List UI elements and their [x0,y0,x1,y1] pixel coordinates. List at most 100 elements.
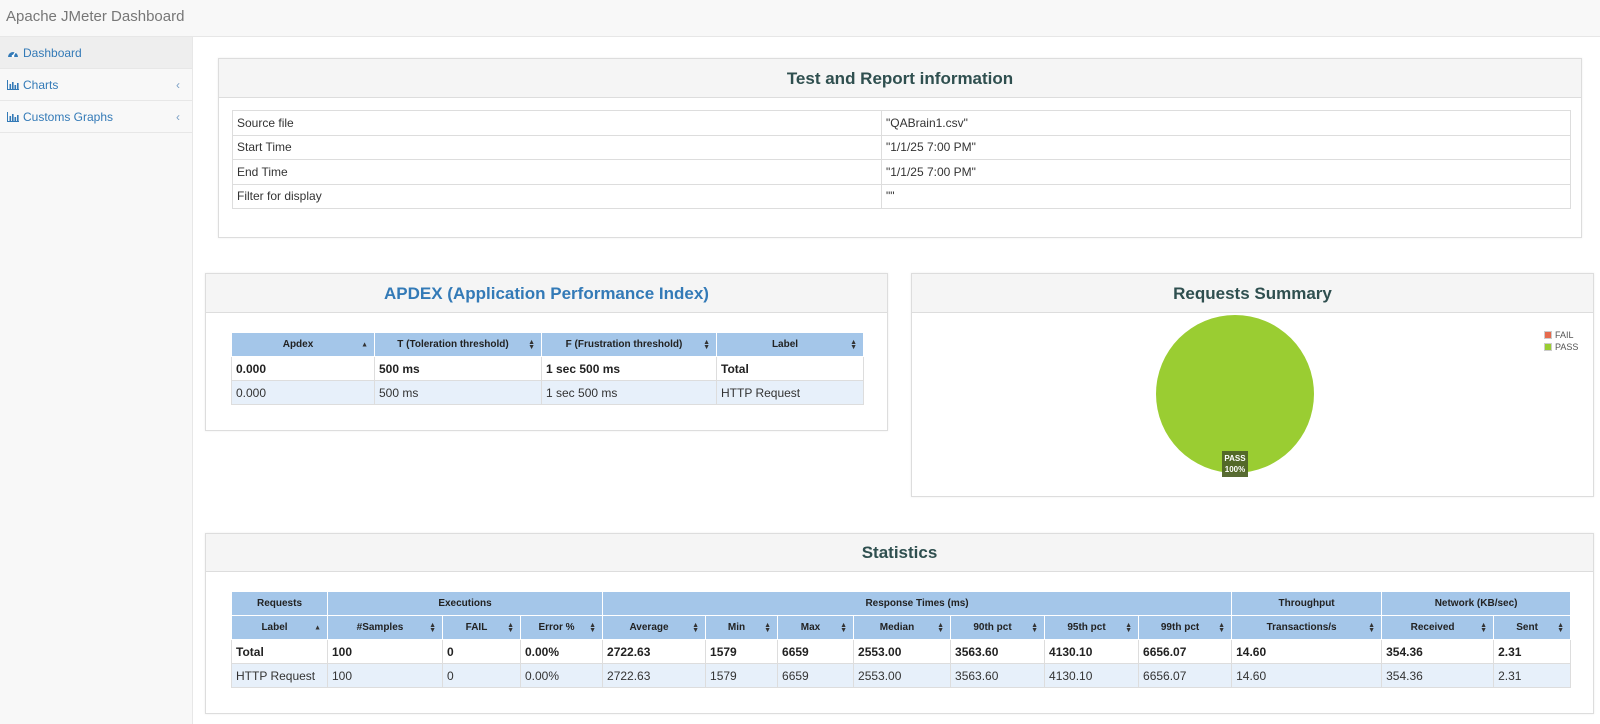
test-info-panel: Test and Report information Source file … [218,58,1582,238]
info-value: "" [881,183,1571,209]
column-header-transactions[interactable]: Transactions/s ▲ ▼ [1231,615,1383,640]
sidebar-item-charts[interactable]: Charts ‹ [0,69,192,101]
info-key: Source file [232,110,882,136]
sort-icon: ▲ ▼ [1218,621,1226,634]
table-cell: 354.36 [1381,639,1495,664]
apdex-title: APDEX (Application Performance Index) [206,274,887,313]
sort-icon: ▲ ▼ [937,621,945,634]
column-header-min[interactable]: Min ▲ ▼ [705,615,779,640]
sort-icon: ▲ ▼ [1480,621,1488,634]
table-cell: 0 [442,639,521,664]
bar-chart-icon [7,112,19,122]
column-header-received[interactable]: Received ▲ ▼ [1381,615,1495,640]
table-cell: 14.60 [1231,639,1383,664]
pie-slice-pass [1156,315,1314,473]
column-header-sent[interactable]: Sent ▲ ▼ [1493,615,1572,640]
sidebar-item-label: Customs Graphs [23,110,114,124]
table-cell: 2722.63 [602,639,707,664]
column-header-average[interactable]: Average ▲ ▼ [602,615,707,640]
table-cell: 6659 [777,663,855,688]
column-header-samples[interactable]: #Samples ▲ ▼ [327,615,443,640]
table-row: 0.000 500 ms 1 sec 500 ms Total [231,356,864,381]
table-row: HTTP Request 100 0 0.00% 2722.63 1579 66… [231,663,1572,688]
table-cell: 0.000 [231,380,375,405]
table-row: Start Time "1/1/25 7:00 PM" [232,134,1571,160]
sidebar-item-dashboard[interactable]: Dashboard [0,37,192,69]
table-row: Total 100 0 0.00% 2722.63 1579 6659 2553… [231,639,1572,664]
table-cell: 2553.00 [853,663,952,688]
info-key: End Time [232,159,882,185]
sort-icon: ▲ ▼ [528,338,535,351]
column-header-median[interactable]: Median ▲ ▼ [853,615,952,640]
pie-slice-label-bg [1222,451,1248,477]
statistics-title: Statistics [206,534,1593,572]
legend-label: PASS [1555,342,1579,352]
legend-swatch-fail [1544,331,1552,339]
group-header-requests: Requests [231,591,328,616]
table-cell: 0.000 [231,356,375,381]
sort-icon: ▲ ▼ [764,621,772,634]
sort-icon: ▲ ▼ [507,621,514,634]
table-cell: 3563.60 [950,639,1046,664]
group-header-response-times: Response Times (ms) [602,591,1233,616]
legend-swatch-pass [1544,343,1552,351]
column-header-max[interactable]: Max ▲ ▼ [777,615,855,640]
legend-item-fail[interactable]: FAIL [1544,329,1578,341]
column-header-99th-pct[interactable]: 99th pct ▲ ▼ [1138,615,1233,640]
table-row: End Time "1/1/25 7:00 PM" [232,159,1571,185]
sort-asc-icon: ▲ [314,624,321,631]
legend-item-pass[interactable]: PASS [1544,341,1578,353]
info-value: "QABrain1.csv" [881,110,1571,136]
pie-slice-label: PASS [1224,454,1246,463]
column-header-fail[interactable]: FAIL ▲ ▼ [442,615,521,640]
table-cell: 2.31 [1493,663,1572,688]
table-cell: 2553.00 [853,639,952,664]
column-header-error-pct[interactable]: Error % ▲ ▼ [519,615,604,640]
table-row: Filter for display "" [232,183,1571,209]
test-info-table: Source file "QABrain1.csv" Start Time "1… [232,110,1571,209]
column-header-apdex[interactable]: Apdex ▲ [231,332,375,357]
table-row: Source file "QABrain1.csv" [232,110,1571,136]
requests-pie-chart[interactable]: PASS 100% [912,313,1593,496]
sort-icon: ▲ ▼ [840,621,848,634]
column-header-label[interactable]: Label ▲ ▼ [716,332,864,357]
sidebar-item-customs-graphs[interactable]: Customs Graphs ‹ [0,101,192,133]
table-cell: 1 sec 500 ms [541,380,717,405]
table-cell: 1 sec 500 ms [541,356,717,381]
table-cell: 0 [442,663,521,688]
column-header-frustration[interactable]: F (Frustration threshold) ▲ ▼ [541,332,717,357]
info-value: "1/1/25 7:00 PM" [881,134,1571,160]
top-navbar: Apache JMeter Dashboard [0,0,1600,37]
column-header-90th-pct[interactable]: 90th pct ▲ ▼ [950,615,1046,640]
table-cell: 500 ms [374,380,542,405]
column-header-toleration[interactable]: T (Toleration threshold) ▲ ▼ [374,332,542,357]
requests-summary-title: Requests Summary [912,274,1593,313]
info-key: Start Time [232,134,882,160]
info-value: "1/1/25 7:00 PM" [881,159,1571,185]
requests-summary-panel: Requests Summary PASS 100% FAIL PASS [911,273,1594,497]
group-header-throughput: Throughput [1231,591,1383,616]
table-cell: Total [716,356,864,381]
test-info-title: Test and Report information [219,59,1581,98]
table-cell: 100 [327,663,443,688]
legend-label: FAIL [1555,330,1574,340]
table-cell: 2722.63 [602,663,707,688]
table-cell: 4130.10 [1044,639,1140,664]
sort-icon: ▲ ▼ [703,338,710,351]
apdex-panel: APDEX (Application Performance Index) Ap… [205,273,888,431]
table-cell: 6656.07 [1138,639,1233,664]
table-cell: 1579 [705,639,779,664]
brand-title[interactable]: Apache JMeter Dashboard [6,8,185,25]
table-cell: 2.31 [1493,639,1572,664]
column-header-95th-pct[interactable]: 95th pct ▲ ▼ [1044,615,1140,640]
sort-icon: ▲ ▼ [429,621,436,634]
table-cell: HTTP Request [716,380,864,405]
group-header-network: Network (KB/sec) [1381,591,1572,616]
table-cell: 6659 [777,639,855,664]
column-header-label[interactable]: Label ▲ [231,615,328,640]
table-cell: 6656.07 [1138,663,1233,688]
table-cell: 500 ms [374,356,542,381]
table-cell: 100 [327,639,443,664]
chevron-left-icon: ‹ [176,78,180,92]
sort-icon: ▲ ▼ [850,338,857,351]
